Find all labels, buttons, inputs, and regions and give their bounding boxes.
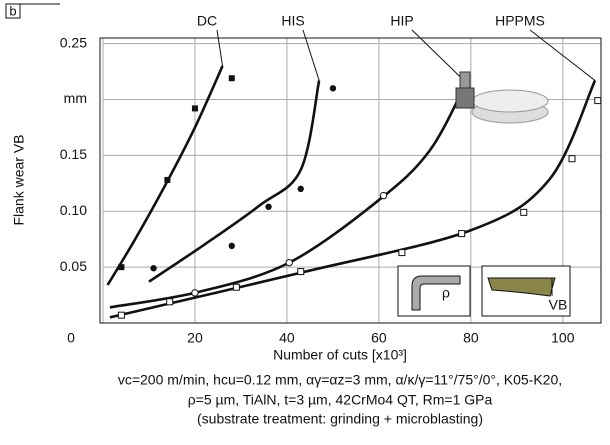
data-point	[166, 298, 174, 306]
data-point	[150, 265, 157, 272]
caption-line: (substrate treatment: grinding + microbl…	[197, 411, 483, 427]
inset-label: VB	[549, 297, 568, 313]
tool-illustration	[455, 71, 549, 124]
data-point	[117, 311, 125, 319]
data-point	[228, 75, 235, 82]
data-point	[118, 264, 125, 271]
inset-flank	[481, 265, 571, 317]
inset-label: ρ	[442, 285, 450, 301]
leader-line	[216, 29, 224, 67]
x-tick-label: 100	[551, 330, 575, 346]
caption-line: ρ=5 µm, TiAlN, t=3 µm, 42CrMo4 QT, Rm=1 …	[188, 392, 493, 408]
y-tick-label: 0.15	[60, 146, 87, 162]
panel-box	[5, 3, 21, 19]
data-point	[285, 258, 293, 267]
legend-label: DC	[197, 13, 217, 29]
x-tick-label: 80	[463, 330, 479, 346]
leader-line	[302, 29, 320, 81]
data-point	[398, 249, 406, 257]
fit-curve	[109, 82, 468, 309]
data-point	[379, 191, 388, 200]
y-tick-label: 0.05	[60, 258, 87, 274]
x-tick-label: 40	[279, 330, 295, 346]
fit-curve	[148, 80, 321, 283]
data-point	[458, 230, 466, 238]
panel-label: b	[9, 3, 16, 18]
legend-label: HPPMS	[495, 13, 545, 29]
y-tick-label: 0.10	[60, 202, 87, 218]
data-point	[228, 242, 235, 250]
plot: 0.05 0.10 0.15 mm 0.25 0 20 40 60 80 100 DC HIS HIP HP…	[60, 13, 602, 346]
data-point	[191, 105, 198, 112]
x-tick-label: 0	[67, 330, 75, 346]
leader-line	[529, 29, 596, 81]
data-point	[232, 283, 240, 291]
x-tick-label: 60	[371, 330, 387, 346]
legend-label: HIP	[390, 13, 413, 29]
data-point	[594, 97, 602, 105]
data-point	[329, 85, 337, 92]
y-tick-label: mm	[64, 90, 87, 106]
fit-curve	[109, 79, 597, 319]
x-axis-label: Number of cuts [x10³]	[273, 347, 407, 363]
x-tick-label: 20	[187, 330, 203, 346]
legend-label: HIS	[281, 13, 304, 29]
data-point	[520, 208, 528, 216]
data-point	[297, 185, 304, 193]
y-tick-label: 0.25	[60, 34, 87, 50]
inset-radius	[397, 265, 471, 317]
leader-line	[411, 29, 467, 84]
caption-line: vc=200 m/min, hcu=0.12 mm, αγ=αz=3 mm, α…	[118, 372, 562, 388]
data-point	[164, 176, 171, 183]
data-point	[265, 203, 272, 210]
plot-frame	[99, 37, 602, 324]
data-point	[568, 155, 576, 163]
y-axis-label: Flank wear VB	[11, 134, 27, 225]
data-point	[191, 289, 199, 297]
data-point	[297, 268, 305, 276]
fit-curve	[106, 65, 224, 286]
